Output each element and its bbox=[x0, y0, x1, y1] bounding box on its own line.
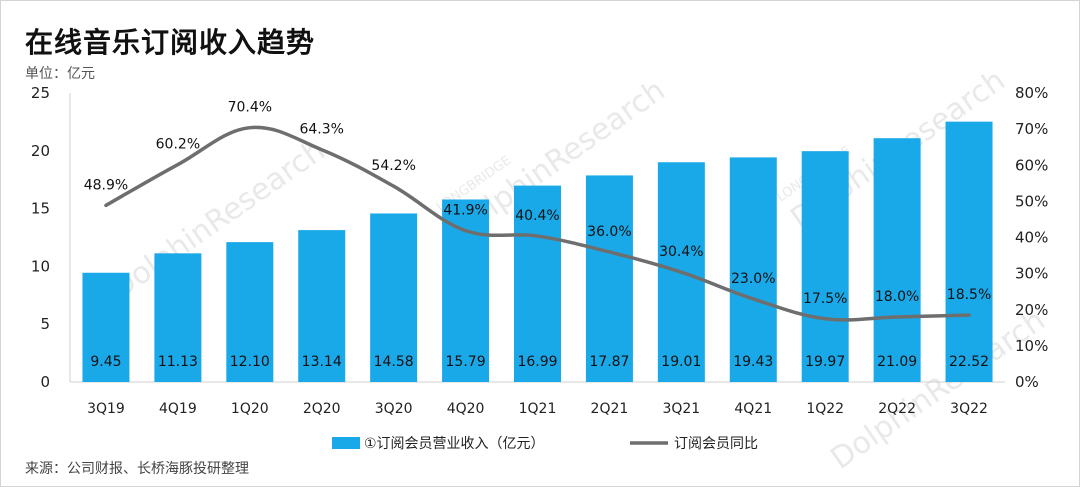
line-point-label: 17.5% bbox=[803, 291, 847, 307]
bar-value-label: 11.13 bbox=[158, 354, 198, 370]
line-point-label: 48.9% bbox=[84, 177, 128, 193]
bar bbox=[801, 151, 849, 382]
legend-line-label: 订阅会员同比 bbox=[674, 436, 758, 452]
x-tick-label: 4Q20 bbox=[447, 401, 485, 417]
legend-bar-label: ①订阅会员营业收入（亿元） bbox=[364, 436, 545, 452]
bars-layer: 9.45 11.13 12.10 13.14 14.58 15.79 16.99 17.87 1… bbox=[82, 121, 993, 383]
right-tick-label: 60% bbox=[1015, 156, 1048, 174]
line-point-label: 36.0% bbox=[587, 224, 631, 240]
right-tick-label: 20% bbox=[1015, 301, 1048, 319]
bar-value-label: 19.97 bbox=[805, 354, 845, 370]
left-tick-label: 20 bbox=[31, 142, 50, 160]
x-tick-label: 3Q21 bbox=[662, 401, 700, 417]
bar-value-label: 16.99 bbox=[517, 354, 557, 370]
source-label: 来源：公司财报、长桥海豚投研整理 bbox=[25, 461, 249, 477]
bar-value-label: 14.58 bbox=[374, 354, 414, 370]
right-tick-label: 80% bbox=[1015, 84, 1048, 102]
line-point-label: 41.9% bbox=[443, 203, 487, 219]
legend: ①订阅会员营业收入（亿元） 订阅会员同比 bbox=[332, 436, 758, 452]
x-tick-label: 4Q19 bbox=[159, 401, 197, 417]
bar-value-label: 13.14 bbox=[302, 354, 342, 370]
line-point-label: 40.4% bbox=[515, 208, 559, 224]
chart-title: 在线音乐订阅收入趋势 bbox=[25, 26, 316, 59]
bar bbox=[82, 272, 130, 382]
line-point-label: 18.0% bbox=[875, 289, 919, 305]
left-tick-label: 0 bbox=[40, 373, 50, 391]
right-tick-label: 10% bbox=[1015, 337, 1048, 355]
legend-bar-swatch bbox=[332, 437, 360, 449]
left-tick-label: 5 bbox=[40, 315, 50, 333]
x-tick-label: 3Q22 bbox=[950, 401, 988, 417]
left-tick-label: 25 bbox=[31, 84, 50, 102]
x-tick-label: 4Q21 bbox=[734, 401, 772, 417]
x-tick-label: 2Q20 bbox=[303, 401, 341, 417]
bar-value-label: 15.79 bbox=[446, 354, 486, 370]
right-tick-label: 50% bbox=[1015, 192, 1048, 210]
left-tick-label: 10 bbox=[31, 257, 50, 275]
right-tick-label: 0% bbox=[1015, 373, 1039, 391]
bar bbox=[370, 213, 418, 382]
x-tick-label: 1Q22 bbox=[806, 401, 844, 417]
bar bbox=[585, 175, 633, 382]
bar-value-label: 19.01 bbox=[661, 354, 701, 370]
line-point-label: 18.5% bbox=[947, 287, 991, 303]
bar-value-label: 19.43 bbox=[733, 354, 773, 370]
bar bbox=[226, 242, 274, 382]
bar-value-label: 9.45 bbox=[90, 354, 121, 370]
line-layer: 48.9% 60.2% 70.4% 64.3% 54.2% 41.9% 40.4% 36.0%… bbox=[84, 100, 991, 322]
bar bbox=[514, 185, 561, 382]
x-tick-label: 3Q19 bbox=[87, 401, 125, 417]
watermark-text-1: DolphinResearch bbox=[105, 133, 332, 307]
bar bbox=[729, 157, 777, 382]
bar-value-label: 17.87 bbox=[589, 354, 629, 370]
right-tick-label: 70% bbox=[1015, 120, 1048, 138]
line-point-label: 30.4% bbox=[659, 244, 703, 260]
bar bbox=[298, 230, 346, 382]
left-tick-label: 15 bbox=[31, 200, 50, 218]
line-point-label: 60.2% bbox=[156, 137, 200, 153]
right-tick-label: 40% bbox=[1015, 229, 1048, 247]
line-point-label: 64.3% bbox=[299, 122, 343, 138]
x-tick-label: 1Q20 bbox=[231, 401, 269, 417]
x-tick-label: 3Q20 bbox=[375, 401, 413, 417]
bar bbox=[154, 253, 202, 382]
line-point-label: 54.2% bbox=[371, 158, 415, 174]
bar bbox=[873, 138, 921, 382]
bar-value-label: 21.09 bbox=[877, 354, 917, 370]
right-tick-label: 30% bbox=[1015, 265, 1048, 283]
bar-value-label: 12.10 bbox=[230, 354, 270, 370]
x-tick-label: 2Q22 bbox=[878, 401, 916, 417]
line-point-label: 70.4% bbox=[228, 100, 272, 116]
x-tick-label: 2Q21 bbox=[591, 401, 629, 417]
bar-value-label: 22.52 bbox=[949, 354, 989, 370]
unit-label: 单位：亿元 bbox=[25, 66, 95, 82]
x-tick-label: 1Q21 bbox=[519, 401, 557, 417]
bar bbox=[945, 121, 993, 383]
yoy-line bbox=[104, 125, 971, 322]
line-point-label: 23.0% bbox=[731, 271, 775, 287]
